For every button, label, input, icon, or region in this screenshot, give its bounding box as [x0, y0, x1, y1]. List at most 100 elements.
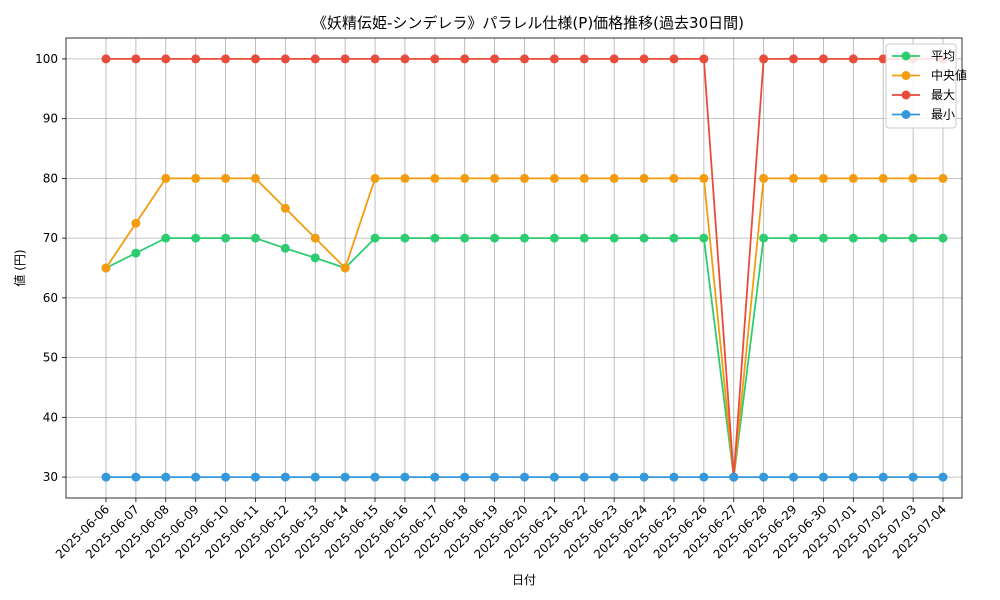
- data-point: [310, 253, 320, 263]
- data-point: [520, 173, 529, 183]
- data-point: [669, 233, 679, 243]
- data-point: [609, 472, 619, 482]
- legend-swatch-marker: [901, 51, 911, 61]
- data-point: [848, 173, 858, 183]
- legend-label: 最大: [931, 88, 955, 102]
- data-point: [250, 173, 260, 183]
- data-point: [908, 173, 918, 183]
- data-point: [131, 218, 141, 228]
- data-point: [221, 173, 231, 183]
- data-point: [400, 233, 410, 243]
- x-axis: 2025-06-062025-06-072025-06-082025-06-09…: [53, 498, 949, 561]
- data-point: [729, 472, 739, 482]
- data-point: [669, 173, 679, 183]
- data-point: [579, 233, 589, 243]
- y-tick-label: 60: [43, 291, 58, 305]
- data-point: [520, 233, 529, 243]
- data-point: [430, 54, 440, 64]
- series-2: [101, 54, 948, 482]
- data-point: [490, 173, 500, 183]
- data-point: [639, 173, 649, 183]
- data-point: [340, 54, 350, 64]
- data-point: [131, 54, 141, 64]
- data-point: [609, 54, 619, 64]
- data-point: [520, 472, 529, 482]
- data-point: [759, 173, 769, 183]
- data-point: [101, 54, 111, 64]
- legend-swatch-marker: [901, 90, 911, 100]
- data-point: [340, 472, 350, 482]
- data-point: [938, 233, 948, 243]
- data-point: [460, 233, 470, 243]
- data-point: [818, 472, 828, 482]
- y-axis-label: 値 (円): [12, 249, 27, 286]
- data-point: [370, 472, 380, 482]
- data-point: [938, 472, 948, 482]
- data-point: [520, 54, 529, 64]
- data-point: [161, 233, 171, 243]
- data-point: [699, 173, 709, 183]
- data-point: [310, 54, 320, 64]
- data-point: [280, 472, 290, 482]
- data-point: [340, 263, 350, 273]
- data-point: [609, 233, 619, 243]
- data-point: [818, 233, 828, 243]
- data-point: [848, 233, 858, 243]
- y-tick-label: 80: [43, 171, 58, 185]
- data-point: [161, 472, 171, 482]
- data-point: [250, 54, 260, 64]
- data-point: [878, 54, 888, 64]
- y-tick-label: 100: [35, 52, 58, 66]
- y-axis: 30 40 50 60 70 80 90 100: [35, 52, 66, 484]
- data-point: [280, 54, 290, 64]
- legend-swatch-marker: [901, 71, 911, 80]
- data-point: [161, 173, 171, 183]
- data-point: [699, 472, 709, 482]
- data-point: [579, 472, 589, 482]
- data-point: [639, 54, 649, 64]
- data-point: [191, 472, 201, 482]
- data-point: [789, 233, 799, 243]
- data-point: [490, 54, 500, 64]
- data-point: [460, 472, 470, 482]
- data-point: [549, 54, 559, 64]
- data-point: [609, 173, 619, 183]
- series-group: [101, 54, 948, 482]
- legend-label: 最小: [931, 108, 955, 122]
- data-point: [908, 472, 918, 482]
- data-point: [908, 233, 918, 243]
- data-point: [460, 173, 470, 183]
- data-point: [818, 54, 828, 64]
- data-point: [878, 173, 888, 183]
- legend-label: 中央値: [931, 68, 967, 83]
- data-point: [878, 472, 888, 482]
- data-point: [759, 54, 769, 64]
- data-point: [490, 472, 500, 482]
- data-point: [938, 173, 948, 183]
- data-point: [789, 472, 799, 482]
- data-point: [639, 472, 649, 482]
- data-point: [579, 54, 589, 64]
- data-point: [699, 54, 709, 64]
- data-point: [549, 472, 559, 482]
- data-point: [848, 472, 858, 482]
- data-point: [131, 248, 141, 258]
- data-point: [848, 54, 858, 64]
- data-point: [669, 472, 679, 482]
- data-point: [370, 233, 380, 243]
- data-point: [280, 203, 290, 213]
- data-point: [759, 472, 769, 482]
- data-point: [400, 173, 410, 183]
- grid: [66, 38, 962, 498]
- data-point: [221, 472, 231, 482]
- data-point: [460, 54, 470, 64]
- data-point: [579, 173, 589, 183]
- y-tick-label: 70: [43, 231, 58, 245]
- y-tick-label: 90: [43, 112, 58, 126]
- data-point: [101, 472, 111, 482]
- data-point: [490, 233, 500, 243]
- data-point: [191, 54, 201, 64]
- data-point: [221, 233, 231, 243]
